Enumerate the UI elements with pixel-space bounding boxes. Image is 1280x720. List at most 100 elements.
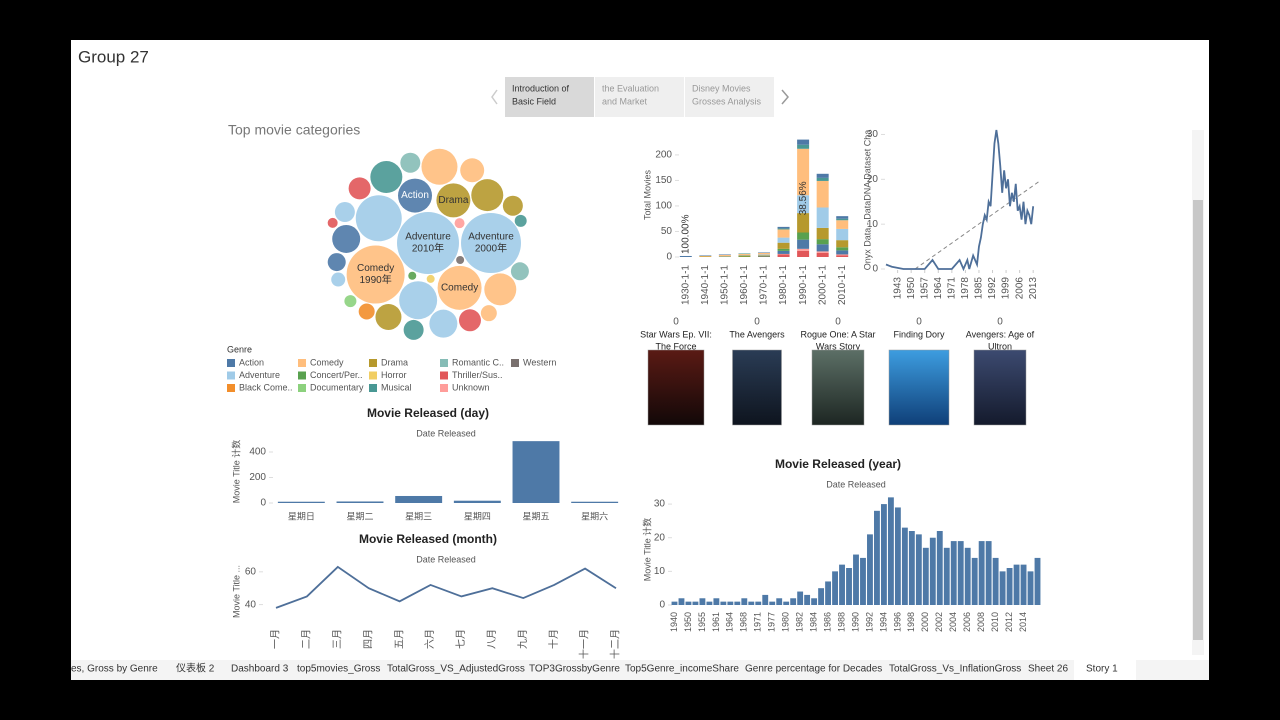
x-tick-label: 1970-1-1: [759, 265, 770, 305]
tab-bar: [71, 660, 1209, 680]
bar: [818, 588, 825, 605]
bar: [512, 441, 560, 503]
legend-swatch: [227, 359, 235, 367]
bar: [1013, 564, 1020, 605]
x-tick-label: 1980-1-1: [778, 265, 789, 305]
bubble: [346, 245, 405, 304]
prev-arrow[interactable]: [491, 89, 498, 105]
bar: [1034, 557, 1041, 605]
tab[interactable]: Top5Genre_incomeShare: [625, 664, 739, 675]
bar: [395, 495, 443, 503]
story-point[interactable]: [505, 77, 594, 117]
x-tick-label: 1968: [739, 612, 749, 632]
bar: [929, 537, 936, 605]
legend-label: Documentary: [310, 382, 364, 392]
x-tick-label: 六月: [424, 629, 436, 649]
scroll-thumb[interactable]: [1193, 200, 1203, 640]
next-arrow[interactable]: [781, 89, 789, 105]
x-tick-label: 1960-1-1: [739, 265, 750, 305]
poster[interactable]: [973, 349, 1027, 426]
x-tick-label: 二月: [301, 629, 313, 649]
tab[interactable]: TOP3GrossbyGenre: [529, 664, 620, 675]
bubble: [399, 281, 438, 320]
bubble-label: Comedy: [357, 263, 394, 274]
x-tick-label: 1990: [850, 612, 860, 632]
poster[interactable]: [732, 349, 782, 426]
story-point[interactable]: [595, 77, 684, 117]
bar-segment: [758, 254, 770, 256]
tab[interactable]: 仪表板 2: [176, 662, 215, 675]
bar: [727, 601, 734, 605]
tab[interactable]: Dashboard 3: [231, 664, 289, 675]
x-tick-label: 1971: [946, 277, 957, 300]
legend-label: Romantic C..: [452, 357, 504, 367]
legend-swatch: [298, 371, 306, 380]
story-point[interactable]: [685, 77, 774, 117]
tab[interactable]: TotalGross_Vs_InflationGross: [889, 664, 1021, 675]
tab[interactable]: Sheet 26: [1028, 664, 1068, 675]
bar-segment: [797, 248, 810, 251]
line: [885, 129, 1035, 272]
x-tick-label: 四月: [362, 629, 374, 649]
bar: [950, 541, 957, 605]
bar: [811, 598, 818, 605]
x-tick-label: 星期三: [405, 511, 432, 521]
x-tick-label: 1943: [892, 277, 903, 300]
tab-active[interactable]: [1074, 660, 1136, 680]
chart-subtitle: Date Released: [416, 554, 476, 564]
trend-line: [914, 181, 1040, 270]
bar-segment: [797, 213, 810, 233]
tab[interactable]: TotalGross_VS_AdjustedGross: [387, 664, 525, 675]
bar: [277, 501, 325, 503]
bar: [999, 571, 1006, 605]
bar: [1020, 564, 1027, 605]
x-tick-label: 2013: [1028, 277, 1039, 300]
bar-segment: [816, 177, 829, 181]
poster[interactable]: [647, 349, 705, 426]
bubble: [358, 303, 375, 320]
bar-segment: [758, 255, 770, 257]
tab[interactable]: Genre percentage for Decades: [745, 664, 882, 675]
bar: [867, 534, 873, 605]
bubble-label: Action: [401, 190, 429, 201]
tab[interactable]: es, Gross by Genre: [71, 664, 158, 675]
bubble-label: Drama: [438, 195, 468, 206]
bar-segment: [816, 227, 829, 240]
poster[interactable]: [888, 349, 950, 426]
legend-swatch: [440, 384, 448, 392]
bubble-label: 2000年: [475, 242, 507, 255]
y-tick-label: 0: [872, 264, 878, 275]
bubble: [437, 265, 482, 310]
bubble: [403, 319, 424, 340]
tab[interactable]: Story 1: [1086, 664, 1118, 675]
legend-swatch: [298, 359, 306, 367]
bar-segment: [758, 252, 770, 253]
bubble: [510, 262, 529, 281]
bar-segment: [816, 244, 829, 252]
bubble: [480, 305, 497, 322]
bar-segment: [836, 247, 849, 251]
bubble: [332, 224, 361, 253]
bar: [713, 598, 720, 605]
bar-segment: [797, 232, 810, 240]
bar-segment: [777, 242, 790, 249]
x-tick-label: 2008: [976, 612, 986, 632]
y-axis-label: Total Movies: [642, 169, 652, 220]
bar-segment: [797, 148, 810, 196]
bubble: [375, 303, 402, 330]
y-tick-label: 50: [661, 226, 673, 237]
bar-segment: [797, 195, 810, 214]
y-tick-label: 60: [245, 566, 257, 577]
x-tick-label: 1986: [822, 612, 832, 632]
x-tick-label: 1955: [697, 612, 707, 632]
bar-segment: [836, 216, 849, 219]
bubble: [456, 255, 465, 264]
bubble: [471, 179, 504, 212]
bubble: [429, 309, 458, 338]
x-tick-label: 1950: [906, 277, 917, 300]
poster-value: 0: [673, 317, 679, 328]
tab[interactable]: top5movies_Gross: [297, 664, 380, 675]
x-tick-label: 三月: [331, 629, 343, 649]
poster[interactable]: [811, 349, 865, 426]
